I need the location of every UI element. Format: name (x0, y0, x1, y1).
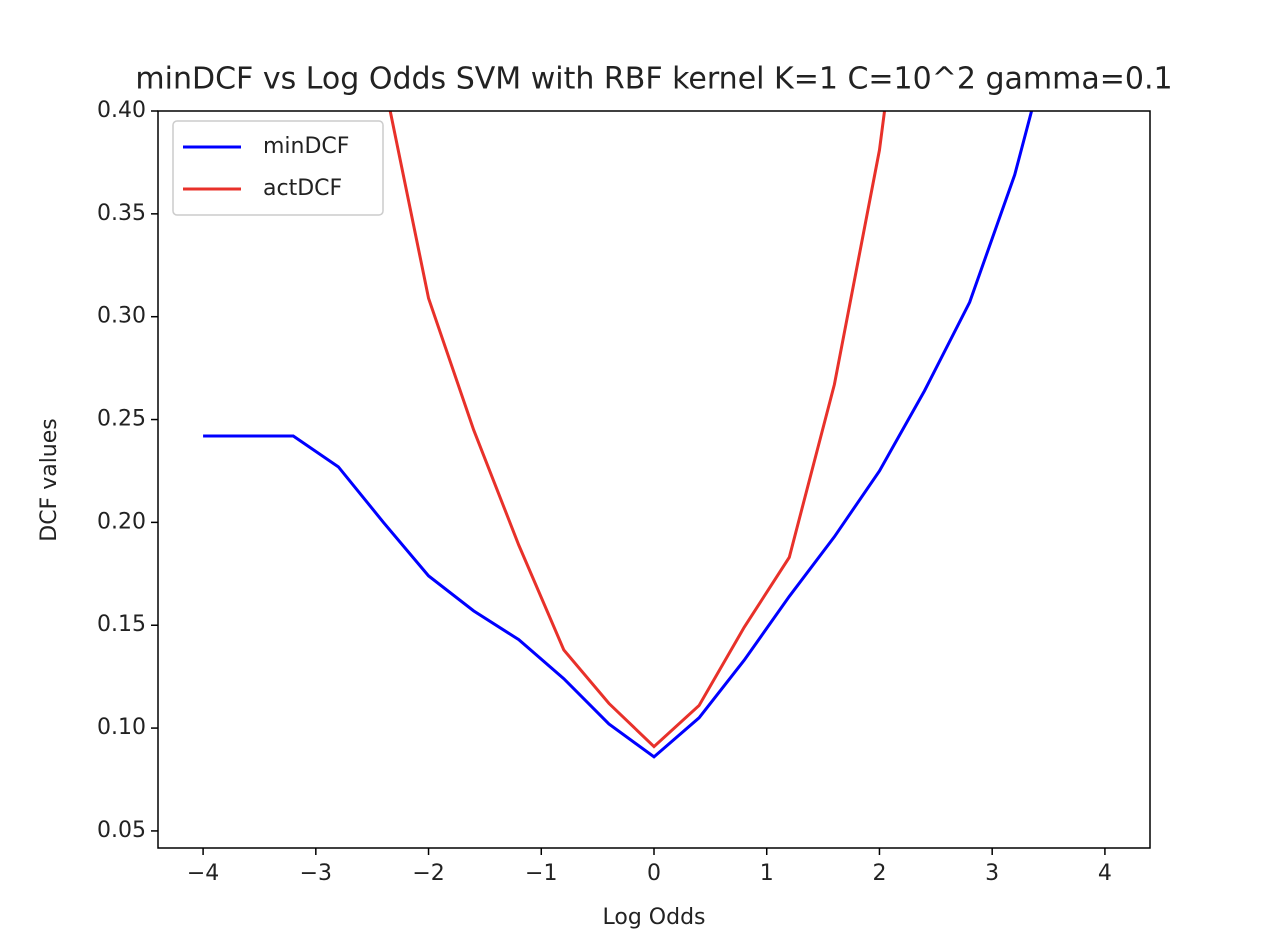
y-tick-label: 0.25 (97, 407, 146, 432)
x-tick-label: −2 (412, 861, 444, 886)
y-tick-label: 0.35 (97, 201, 146, 226)
y-tick-label: 0.05 (97, 818, 146, 843)
legend-box (172, 120, 384, 216)
plot-frame (157, 110, 1151, 849)
x-tick-label: 1 (760, 861, 774, 886)
x-tick-label: −4 (187, 861, 219, 886)
y-tick-label: 0.20 (97, 509, 146, 534)
y-tick-label: 0.10 (97, 715, 146, 740)
chart-title: minDCF vs Log Odds SVM with RBF kernel K… (135, 62, 1172, 97)
x-axis-label: Log Odds (603, 905, 706, 930)
series-line (203, 111, 1034, 759)
y-tick-label: 0.15 (97, 612, 146, 637)
x-tick-label: 4 (1098, 861, 1112, 886)
x-tick-label: −3 (300, 861, 332, 886)
x-tick-label: 2 (872, 861, 886, 886)
legend-label: actDCF (263, 176, 342, 201)
y-tick-label: 0.40 (97, 98, 146, 123)
y-tick-label: 0.30 (97, 304, 146, 329)
legend-label: minDCF (263, 134, 349, 159)
y-axis-label: DCF values (37, 418, 62, 542)
plot-area (203, 111, 1034, 759)
x-tick-label: 0 (647, 861, 661, 886)
x-tick-label: 3 (985, 861, 999, 886)
series-line (388, 111, 887, 749)
x-tick-label: −1 (525, 861, 557, 886)
